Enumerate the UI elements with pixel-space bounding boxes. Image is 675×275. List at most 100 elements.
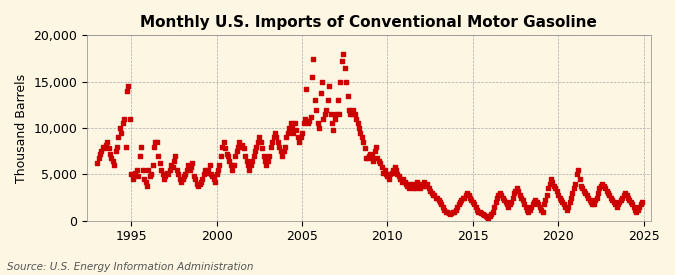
Point: [551, 189, 562, 193]
Point: [325, 112, 336, 116]
Point: [254, 135, 265, 139]
Point: [563, 205, 574, 209]
Point: [603, 191, 614, 195]
Point: [159, 177, 169, 181]
Point: [177, 177, 188, 181]
Point: [618, 192, 629, 197]
Point: [427, 192, 438, 197]
Point: [523, 209, 534, 214]
Point: [278, 149, 289, 153]
Point: [124, 117, 135, 121]
Point: [572, 167, 583, 172]
Point: [187, 161, 198, 166]
Point: [566, 196, 576, 200]
Point: [621, 192, 632, 197]
Point: [377, 165, 387, 169]
Point: [557, 200, 568, 204]
Point: [598, 183, 609, 188]
Point: [130, 170, 141, 175]
Point: [119, 117, 130, 121]
Point: [132, 167, 142, 172]
Point: [246, 163, 256, 167]
Point: [429, 192, 440, 197]
Point: [348, 107, 358, 112]
Point: [351, 117, 362, 121]
Point: [526, 205, 537, 209]
Point: [327, 121, 338, 126]
Point: [161, 170, 172, 175]
Point: [250, 149, 261, 153]
Point: [336, 59, 347, 64]
Point: [133, 174, 144, 178]
Point: [386, 170, 397, 175]
Point: [593, 191, 603, 195]
Point: [617, 196, 628, 200]
Point: [517, 198, 528, 203]
Point: [298, 121, 309, 126]
Point: [549, 183, 560, 188]
Point: [527, 202, 538, 206]
Point: [273, 140, 284, 144]
Point: [264, 154, 275, 158]
Point: [138, 177, 149, 181]
Point: [412, 180, 423, 184]
Point: [106, 156, 117, 160]
Point: [148, 144, 159, 149]
Point: [385, 172, 396, 177]
Point: [236, 144, 246, 149]
Point: [301, 87, 312, 91]
Point: [506, 200, 516, 204]
Point: [410, 186, 421, 191]
Point: [322, 98, 333, 103]
Point: [409, 182, 420, 186]
Point: [97, 144, 108, 149]
Point: [311, 107, 322, 112]
Point: [437, 205, 448, 209]
Point: [585, 200, 596, 204]
Point: [160, 174, 171, 178]
Point: [167, 165, 178, 169]
Point: [482, 215, 493, 219]
Point: [255, 140, 266, 144]
Point: [379, 167, 390, 172]
Point: [630, 207, 641, 212]
Point: [115, 126, 126, 130]
Point: [345, 112, 356, 116]
Point: [604, 192, 615, 197]
Point: [448, 210, 458, 214]
Point: [460, 192, 471, 197]
Point: [282, 131, 293, 135]
Point: [134, 154, 145, 158]
Point: [247, 158, 258, 163]
Point: [524, 207, 535, 212]
Point: [567, 191, 578, 195]
Point: [209, 177, 219, 181]
Point: [480, 214, 491, 218]
Point: [356, 135, 367, 139]
Point: [490, 200, 501, 204]
Point: [493, 192, 504, 197]
Point: [174, 177, 185, 181]
Point: [496, 192, 507, 197]
Point: [147, 163, 158, 167]
Point: [267, 140, 277, 144]
Point: [362, 156, 373, 160]
Point: [489, 205, 500, 209]
Point: [143, 167, 154, 172]
Point: [200, 167, 211, 172]
Point: [260, 158, 271, 163]
Point: [197, 177, 208, 181]
Point: [577, 186, 588, 191]
Point: [180, 172, 191, 177]
Point: [157, 172, 168, 177]
Point: [129, 174, 140, 178]
Point: [512, 186, 522, 191]
Point: [591, 196, 602, 200]
Point: [252, 140, 263, 144]
Point: [594, 186, 605, 191]
Point: [93, 156, 104, 160]
Point: [196, 180, 207, 184]
Point: [392, 172, 403, 177]
Point: [305, 115, 316, 119]
Point: [544, 182, 555, 186]
